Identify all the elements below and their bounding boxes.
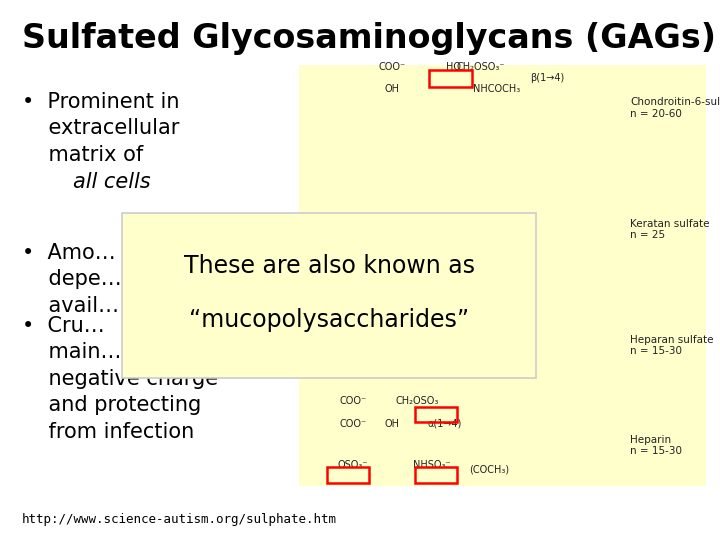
Text: COO⁻: COO⁻ bbox=[339, 396, 366, 406]
Text: Chondroitin-6-sulfate
n = 20-60: Chondroitin-6-sulfate n = 20-60 bbox=[630, 97, 720, 119]
Text: Keratan sulfate
n = 25: Keratan sulfate n = 25 bbox=[630, 219, 709, 240]
Text: “mucopolysaccharides”: “mucopolysaccharides” bbox=[189, 308, 469, 332]
Text: •  Amo…
    depe…
    avail…: • Amo… depe… avail… bbox=[22, 243, 121, 316]
Text: •  Cru…
    main…
    negative charge
    and protecting
    from infection: • Cru… main… negative charge and protect… bbox=[22, 316, 217, 442]
Text: CH₂OSO₃⁻: CH₂OSO₃⁻ bbox=[379, 217, 428, 226]
Text: β(1→4): β(1→4) bbox=[530, 73, 564, 83]
Text: HO: HO bbox=[446, 62, 461, 72]
Text: Heparin
n = 15-30: Heparin n = 15-30 bbox=[630, 435, 682, 456]
Text: http://www.science-autism.org/sulphate.htm: http://www.science-autism.org/sulphate.h… bbox=[22, 514, 337, 526]
Text: OH: OH bbox=[385, 284, 400, 294]
Text: NHSO₃⁻: NHSO₃⁻ bbox=[442, 284, 480, 294]
Text: NHCOCH₃: NHCOCH₃ bbox=[473, 84, 521, 94]
Text: (COCH₃): (COCH₃) bbox=[495, 289, 535, 299]
Text: CH₂OSO₃⁻: CH₂OSO₃⁻ bbox=[456, 62, 505, 72]
Text: Heparan sulfate
n = 15-30: Heparan sulfate n = 15-30 bbox=[630, 335, 714, 356]
FancyBboxPatch shape bbox=[299, 65, 706, 486]
FancyBboxPatch shape bbox=[122, 213, 536, 378]
Text: COO⁻: COO⁻ bbox=[339, 419, 366, 429]
Text: (COCH₃): (COCH₃) bbox=[469, 465, 510, 475]
Text: all cells: all cells bbox=[73, 172, 151, 192]
Text: OH: OH bbox=[385, 419, 400, 429]
Text: α(1→4): α(1→4) bbox=[428, 419, 462, 429]
Text: These are also known as: These are also known as bbox=[184, 254, 475, 278]
Text: OSO₃⁻: OSO₃⁻ bbox=[338, 461, 368, 470]
Text: •  Prominent in
    extracellular
    matrix of: • Prominent in extracellular matrix of bbox=[22, 92, 179, 165]
Text: OH: OH bbox=[385, 84, 400, 94]
Text: NHSO₃⁻: NHSO₃⁻ bbox=[413, 461, 451, 470]
Text: Sulfated Glycosaminoglycans (GAGs): Sulfated Glycosaminoglycans (GAGs) bbox=[22, 22, 716, 55]
Text: COO⁻: COO⁻ bbox=[379, 62, 406, 72]
Text: CH₂OSO₃: CH₂OSO₃ bbox=[396, 396, 439, 406]
